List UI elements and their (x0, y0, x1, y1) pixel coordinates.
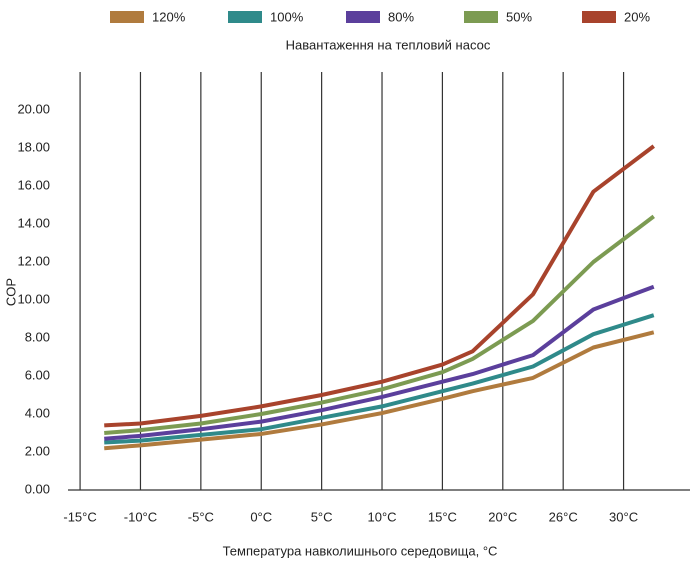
x-axis-label: Температура навколишнього середовища, °C (223, 543, 498, 558)
legend-swatch (110, 11, 144, 23)
legend-label: 50% (506, 9, 532, 24)
y-tick-label: 2.00 (25, 443, 50, 458)
x-tick-label: -5°C (188, 509, 214, 524)
y-tick-label: 20.00 (17, 101, 50, 116)
x-tick-label: -15°C (63, 509, 96, 524)
x-tick-label: 5°C (311, 509, 333, 524)
legend-label: 100% (270, 9, 304, 24)
series-line (104, 330, 655, 451)
series-line (104, 313, 655, 445)
x-tick-label: -10°C (124, 509, 157, 524)
legend-swatch (582, 11, 616, 23)
x-tick-label: 10°C (367, 509, 396, 524)
legend-swatch (228, 11, 262, 23)
y-tick-label: 18.00 (17, 139, 50, 154)
series-line (104, 144, 655, 428)
y-tick-label: 8.00 (25, 329, 50, 344)
series-line (104, 214, 655, 435)
y-tick-label: 0.00 (25, 481, 50, 496)
legend-swatch (346, 11, 380, 23)
y-tick-label: 14.00 (17, 215, 50, 230)
x-tick-label: 15°C (428, 509, 457, 524)
chart-subtitle: Навантаження на тепловий насос (286, 37, 491, 52)
legend-label: 80% (388, 9, 414, 24)
y-tick-label: 12.00 (17, 253, 50, 268)
y-tick-label: 4.00 (25, 405, 50, 420)
x-tick-label: 0°C (250, 509, 272, 524)
y-tick-label: 6.00 (25, 367, 50, 382)
x-tick-label: 20°C (488, 509, 517, 524)
y-tick-label: 16.00 (17, 177, 50, 192)
y-tick-label: 10.00 (17, 291, 50, 306)
x-tick-label: 30°C (609, 509, 638, 524)
x-tick-label: 26°C (549, 509, 578, 524)
series-line (104, 284, 655, 441)
legend-swatch (464, 11, 498, 23)
legend-label: 20% (624, 9, 650, 24)
y-axis-label: COP (3, 278, 18, 306)
legend-label: 120% (152, 9, 186, 24)
